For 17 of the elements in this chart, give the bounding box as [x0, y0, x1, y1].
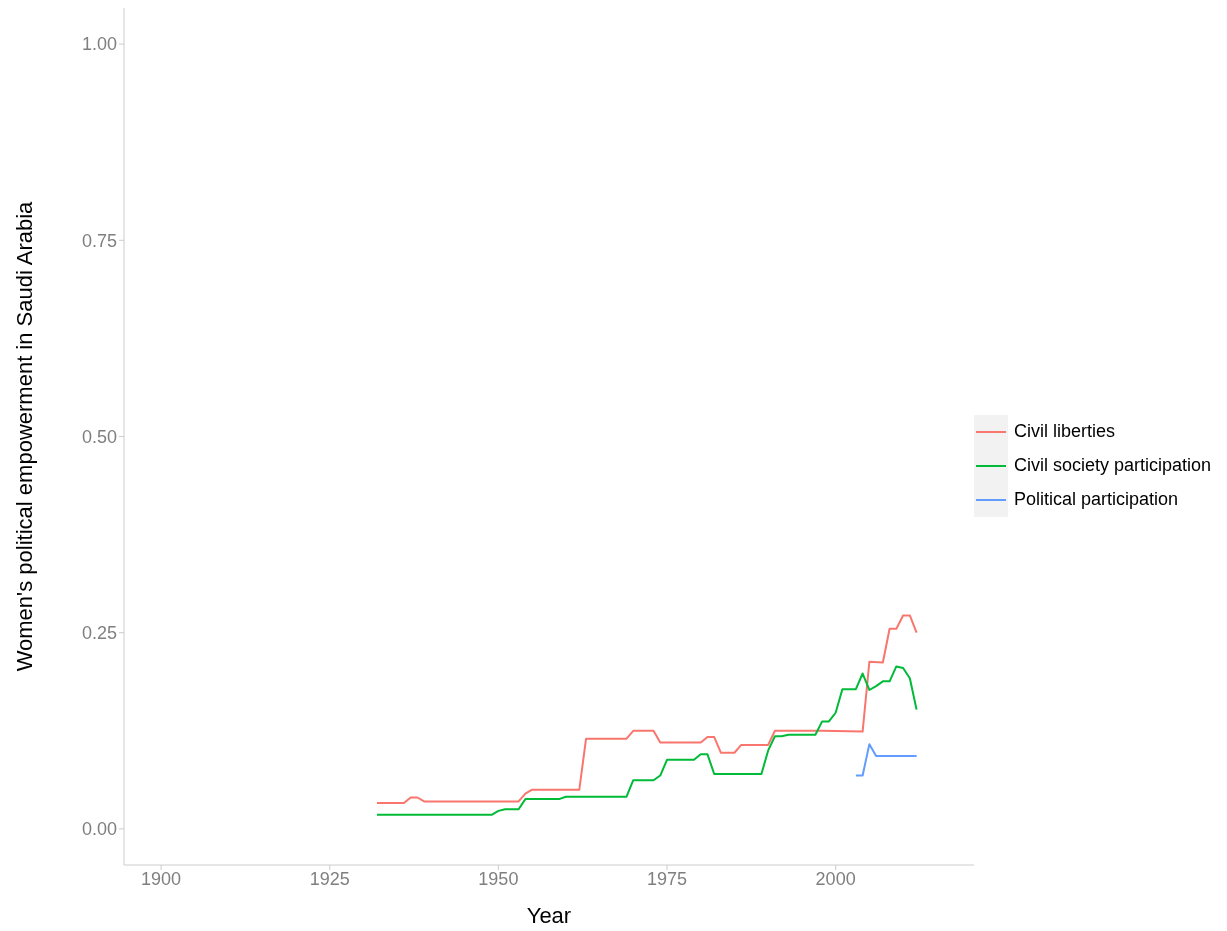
- y-tick-label: 0.75: [81, 230, 117, 251]
- y-tick-label: 1.00: [81, 34, 117, 55]
- line-series: [375, 665, 918, 816]
- x-tick-label: 1975: [646, 868, 688, 889]
- legend-label: Civil society participation: [1013, 455, 1211, 476]
- line-series: [375, 614, 918, 804]
- x-tick-label: 2000: [815, 868, 856, 889]
- x-tick-label: 1950: [478, 868, 519, 889]
- y-axis-title: Women's political empowerment in Saudi Arabia: [11, 200, 37, 672]
- x-tick-label: 1900: [141, 868, 182, 889]
- legend-label: Political participation: [1013, 489, 1179, 510]
- x-tick-label: 1925: [309, 868, 350, 889]
- y-tick-label: 0.50: [81, 426, 117, 447]
- x-axis-title: Year: [526, 903, 572, 928]
- legend-label: Civil liberties: [1013, 421, 1115, 442]
- y-tick-label: 0.25: [81, 623, 117, 644]
- y-tick-label: 0.00: [81, 819, 117, 840]
